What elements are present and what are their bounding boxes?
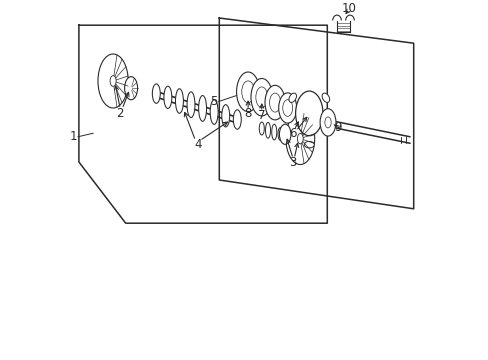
- Ellipse shape: [255, 87, 267, 108]
- Text: 6: 6: [289, 127, 296, 140]
- Text: 4: 4: [194, 138, 201, 150]
- Text: 9: 9: [334, 121, 341, 134]
- Text: 7: 7: [258, 109, 265, 122]
- Ellipse shape: [295, 91, 322, 136]
- Text: 5: 5: [210, 95, 217, 108]
- Ellipse shape: [282, 100, 292, 116]
- Ellipse shape: [285, 113, 314, 165]
- Ellipse shape: [277, 127, 283, 140]
- Ellipse shape: [278, 93, 296, 123]
- Ellipse shape: [152, 84, 160, 103]
- Ellipse shape: [264, 85, 285, 120]
- Ellipse shape: [233, 110, 241, 129]
- Ellipse shape: [210, 100, 218, 124]
- Ellipse shape: [241, 81, 254, 103]
- Text: 2: 2: [116, 107, 124, 120]
- Ellipse shape: [250, 78, 272, 116]
- Ellipse shape: [163, 86, 171, 108]
- Ellipse shape: [265, 122, 270, 138]
- Ellipse shape: [175, 89, 183, 113]
- Ellipse shape: [324, 117, 330, 128]
- Ellipse shape: [322, 93, 329, 103]
- Ellipse shape: [98, 54, 128, 108]
- Ellipse shape: [236, 72, 259, 112]
- Text: 10: 10: [341, 3, 356, 15]
- Ellipse shape: [259, 122, 264, 135]
- Ellipse shape: [288, 93, 296, 103]
- Ellipse shape: [124, 77, 137, 100]
- Ellipse shape: [320, 109, 335, 136]
- Ellipse shape: [187, 92, 195, 118]
- Ellipse shape: [110, 76, 116, 86]
- Ellipse shape: [271, 124, 276, 140]
- Text: 1: 1: [70, 130, 77, 143]
- Ellipse shape: [269, 93, 280, 112]
- Ellipse shape: [222, 105, 229, 127]
- Ellipse shape: [198, 95, 206, 121]
- Text: 8: 8: [244, 107, 251, 120]
- Ellipse shape: [297, 134, 303, 144]
- Ellipse shape: [279, 124, 290, 144]
- Text: 3: 3: [289, 156, 296, 169]
- Ellipse shape: [304, 141, 314, 148]
